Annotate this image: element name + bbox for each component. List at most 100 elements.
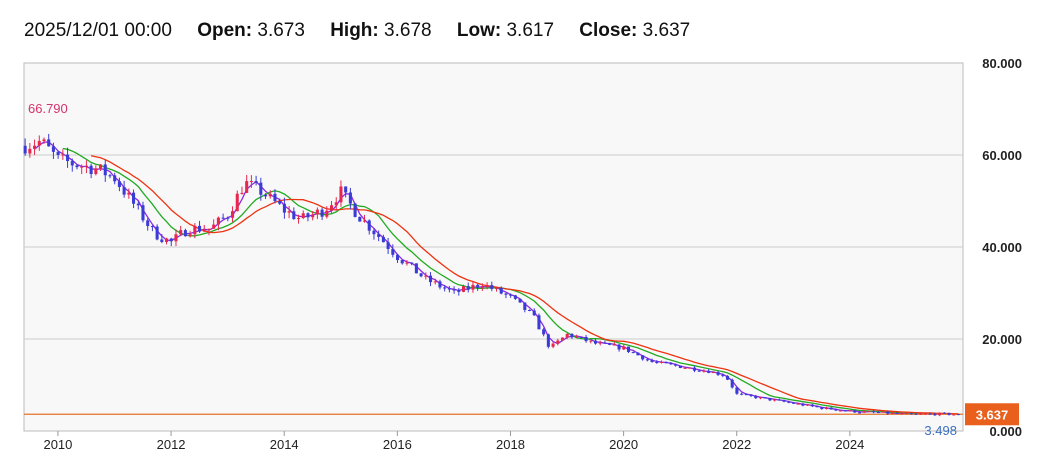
candle-body bbox=[70, 161, 74, 166]
candle-body bbox=[853, 410, 857, 413]
candle-body bbox=[890, 412, 895, 414]
candle-body bbox=[787, 401, 791, 403]
candle-body bbox=[240, 192, 244, 194]
candle-body bbox=[886, 411, 890, 414]
close-label: Close: bbox=[579, 20, 638, 41]
candle-body bbox=[697, 370, 701, 372]
candle-body bbox=[202, 230, 206, 232]
candle-body bbox=[848, 410, 852, 412]
candle-body bbox=[127, 192, 131, 195]
candle-body bbox=[952, 414, 956, 416]
candle-body bbox=[504, 293, 508, 295]
candle-body bbox=[438, 281, 442, 288]
x-tick-label: 2024 bbox=[835, 437, 864, 452]
candle-body bbox=[287, 211, 291, 213]
open-label: Open: bbox=[197, 20, 253, 41]
candle-body bbox=[212, 224, 216, 229]
candle-body bbox=[542, 329, 546, 335]
last-price-badge-label: 3.637 bbox=[976, 407, 1009, 422]
candle-body bbox=[259, 182, 263, 195]
candle-body bbox=[872, 411, 876, 413]
candle-body bbox=[692, 367, 697, 371]
max-price-label: 66.790 bbox=[28, 101, 68, 116]
x-tick-label: 2016 bbox=[383, 437, 412, 452]
candle-body bbox=[593, 340, 598, 344]
candle-body bbox=[938, 412, 942, 416]
candle-body bbox=[433, 281, 437, 283]
candle-body bbox=[579, 336, 583, 338]
candle-body bbox=[264, 194, 268, 197]
candle-body bbox=[815, 406, 819, 408]
candle-body bbox=[608, 343, 612, 345]
candle-body bbox=[476, 284, 480, 288]
candle-body bbox=[546, 334, 550, 347]
candle-body bbox=[122, 186, 126, 195]
candle-body bbox=[740, 393, 744, 395]
candle-body bbox=[527, 309, 532, 311]
candle-body bbox=[589, 340, 593, 342]
candle-body bbox=[424, 275, 428, 277]
candle-body bbox=[33, 145, 37, 149]
candle-body bbox=[839, 410, 843, 412]
candle-body bbox=[782, 400, 786, 402]
candle-body bbox=[99, 164, 103, 169]
candle-body bbox=[730, 379, 734, 388]
candle-body bbox=[956, 414, 961, 416]
candle-body bbox=[509, 294, 513, 296]
candle-body bbox=[725, 375, 730, 380]
y-tick-label: 80.000 bbox=[982, 56, 1022, 71]
candle-body bbox=[301, 213, 305, 218]
candle-body bbox=[452, 289, 456, 291]
x-tick-label: 2020 bbox=[609, 437, 638, 452]
candle-body bbox=[480, 287, 484, 289]
candle-body bbox=[641, 355, 645, 360]
candle-body bbox=[348, 192, 352, 204]
high-label: High: bbox=[330, 20, 379, 41]
candle-body bbox=[372, 230, 376, 235]
candle-body bbox=[42, 139, 46, 141]
ohlc-header: 2025/12/01 00:00 Open: 3.673 High: 3.678… bbox=[24, 20, 690, 42]
candle-body bbox=[193, 225, 197, 235]
candle-body bbox=[532, 310, 536, 316]
candle-body bbox=[155, 226, 159, 240]
candle-body bbox=[428, 275, 433, 283]
close-value: 3.637 bbox=[642, 20, 691, 41]
candle-body bbox=[754, 395, 758, 399]
candle-body bbox=[744, 394, 748, 396]
candle-body bbox=[655, 361, 659, 363]
y-axis: 80.000 60.000 40.000 20.000 0.000 bbox=[982, 56, 1022, 439]
candlesticks bbox=[23, 133, 961, 417]
candle-body bbox=[857, 412, 862, 414]
low-value: 3.617 bbox=[506, 20, 555, 41]
candle-body bbox=[216, 217, 220, 225]
candle-body bbox=[146, 220, 150, 227]
candle-body bbox=[942, 412, 946, 414]
candle-body bbox=[51, 146, 55, 152]
candle-body bbox=[928, 413, 932, 415]
candle-body bbox=[881, 411, 885, 413]
candle-body bbox=[292, 211, 296, 220]
candle-body bbox=[235, 193, 239, 212]
annotations: 66.790 3.498 3.637 bbox=[28, 101, 1019, 438]
candle-body bbox=[169, 238, 173, 242]
candle-body bbox=[900, 413, 904, 415]
candle-body bbox=[66, 154, 70, 162]
candle-body bbox=[113, 175, 117, 182]
y-tick-label: 20.000 bbox=[982, 332, 1022, 347]
candle-body bbox=[410, 262, 414, 264]
x-tick-label: 2012 bbox=[157, 437, 186, 452]
candle-body bbox=[150, 226, 154, 228]
candle-body bbox=[278, 201, 282, 204]
candle-body bbox=[362, 220, 367, 222]
candle-body bbox=[499, 287, 503, 294]
candle-body bbox=[565, 333, 569, 338]
y-tick-label: 0.000 bbox=[989, 424, 1022, 439]
candle-body bbox=[183, 230, 187, 237]
candle-body bbox=[358, 216, 362, 222]
candle-body bbox=[862, 411, 866, 413]
candle-body bbox=[325, 210, 329, 217]
candle-body bbox=[933, 413, 937, 416]
candle-body bbox=[329, 205, 334, 211]
candle-body bbox=[494, 287, 499, 289]
